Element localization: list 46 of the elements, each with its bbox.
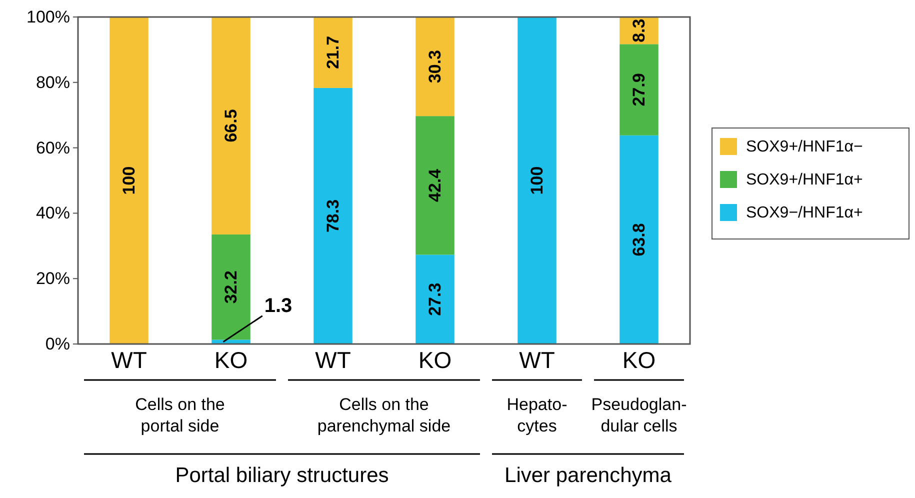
data-label: 100 [528, 166, 546, 195]
data-label: 63.8 [630, 223, 648, 256]
text: Cells on the portal side [135, 395, 225, 436]
x-tick-label: WT [315, 347, 351, 373]
data-label: 30.3 [426, 50, 444, 84]
data-label: 66.5 [222, 109, 240, 142]
bar [314, 17, 352, 88]
x-tick-label: WT [519, 347, 555, 373]
data-label: 78.3 [324, 199, 342, 233]
data-label: 32.2 [222, 270, 240, 304]
data-label: 100 [120, 166, 138, 195]
bar [620, 44, 658, 136]
y-tick-label: 40% [36, 204, 70, 223]
bar [212, 234, 250, 340]
x-tick-label: KO [418, 347, 452, 373]
text: Pseudoglan- dular cells [591, 395, 687, 436]
data-label: 27.3 [426, 282, 444, 316]
y-tick-label: 0% [45, 334, 70, 354]
y-tick-label: 20% [36, 269, 70, 288]
bar [212, 340, 250, 344]
data-label: 8.3 [630, 18, 648, 42]
text: Liver parenchyma [504, 464, 672, 487]
x-tick-label: KO [622, 347, 656, 373]
bar [518, 17, 556, 344]
data-label: 21.7 [324, 36, 342, 70]
bar [416, 254, 454, 344]
data-label: 42.4 [426, 168, 444, 202]
bar [416, 116, 454, 255]
y-tick-label: 80% [36, 72, 70, 92]
text: Hepato- cytes [506, 395, 568, 436]
data-label: 27.9 [630, 73, 648, 106]
text: Cells on the parenchymal side [317, 395, 451, 436]
bar [620, 135, 658, 344]
x-tick-label: KO [214, 347, 248, 373]
y-tick-label: 60% [36, 138, 70, 158]
text: Portal biliary structures [175, 464, 389, 487]
bar [212, 17, 250, 234]
legend-label: SOX9+/HNF1α+ [746, 172, 863, 188]
legend-label: SOX9+/HNF1α− [746, 138, 863, 156]
bar [314, 88, 352, 344]
bar [110, 17, 148, 344]
y-tick-label: 100% [26, 8, 70, 26]
data-label: 1.3 [264, 294, 292, 317]
x-tick-label: WT [111, 347, 147, 373]
legend-label: SOX9−/HNF1α+ [746, 204, 863, 222]
bar [416, 17, 454, 116]
